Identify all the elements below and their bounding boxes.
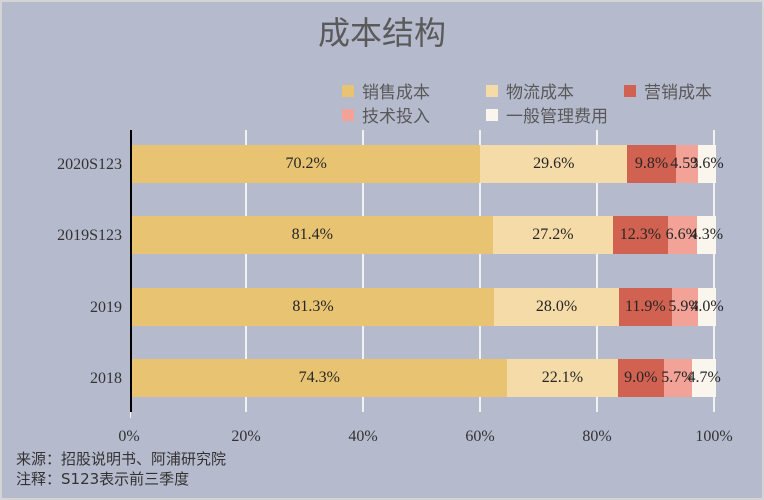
- data-label: 4.3%: [689, 226, 724, 243]
- x-tick-label: 40%: [348, 428, 378, 445]
- legend-swatch: [486, 108, 498, 121]
- legend-item-logistics: 物流成本: [486, 78, 574, 103]
- data-label: 4.5%: [670, 155, 704, 172]
- legend-swatch: [486, 84, 498, 97]
- bar-segment: 11.9%: [618, 288, 672, 326]
- data-label: 5.9%: [668, 298, 702, 315]
- bar-segment: 81.4%: [132, 216, 493, 254]
- data-label: 6.6%: [665, 226, 699, 243]
- gridline-80: [596, 130, 598, 412]
- data-label: 4.7%: [687, 369, 721, 386]
- x-tick: [130, 412, 131, 418]
- bar-segment: 6.6%: [665, 216, 699, 254]
- bar-segment: 3.6%: [690, 145, 724, 183]
- bar-segment: 4.7%: [687, 359, 721, 397]
- x-tick-label: 20%: [231, 428, 261, 445]
- data-label: 5.7%: [661, 369, 695, 386]
- bar-row: 74.3% 22.1% 9.0% 5.7% 4.7%: [132, 359, 721, 397]
- data-label: 74.3%: [298, 369, 341, 386]
- bar-segment: 4.3%: [690, 216, 723, 254]
- bar-segment: 70.2%: [132, 145, 481, 183]
- data-label: 9.8%: [634, 155, 669, 172]
- y-axis-line: [130, 130, 132, 412]
- bar-segment: 29.6%: [480, 145, 628, 183]
- bar-segment: 27.2%: [492, 216, 614, 254]
- legend-swatch: [342, 108, 354, 121]
- source-note: 来源：招股说明书、阿浦研究院: [16, 450, 227, 468]
- legend-swatch: [624, 84, 636, 97]
- data-label: 81.4%: [291, 226, 333, 243]
- data-label: 27.2%: [532, 226, 574, 243]
- chart-title: 成本结构: [317, 14, 446, 52]
- bar-segment: 12.3%: [613, 216, 668, 254]
- bar-segment: 4.0%: [690, 288, 724, 326]
- data-label: 22.1%: [541, 369, 584, 386]
- data-label: 3.6%: [690, 155, 724, 172]
- y-label: 2019: [90, 299, 122, 316]
- bar-segment: 74.3%: [132, 359, 507, 397]
- bar-segment: 5.7%: [661, 359, 695, 397]
- x-tick-label: 100%: [695, 428, 733, 445]
- data-label: 28.0%: [535, 298, 578, 315]
- bar-segment: 28.0%: [494, 288, 619, 326]
- legend-item-admin: 一般管理费用: [486, 102, 608, 127]
- x-tick-label: 60%: [465, 428, 495, 445]
- bar-segment: 9.0%: [618, 359, 664, 397]
- x-tick-label: 0%: [118, 428, 140, 445]
- bar-segment: 22.1%: [506, 359, 619, 397]
- x-tick-label: 80%: [582, 428, 612, 445]
- y-label: 2018: [90, 370, 122, 387]
- bar-row: 81.4% 27.2% 12.3% 6.6% 4.3%: [132, 216, 723, 254]
- bar-segment: 4.5%: [670, 145, 704, 183]
- data-label: 12.3%: [619, 226, 662, 243]
- data-label: 11.9%: [625, 298, 666, 315]
- bar-segment: 81.3%: [132, 288, 495, 326]
- bar-row: 70.2% 29.6% 9.8% 4.5% 3.6%: [132, 145, 724, 183]
- legend-item-sales: 销售成本: [342, 78, 430, 103]
- data-label: 9.0%: [624, 369, 658, 386]
- annotation-note: 注释：S123表示前三季度: [16, 470, 190, 488]
- legend-item-tech: 技术投入: [342, 102, 430, 127]
- bar-segment: 5.9%: [668, 288, 702, 326]
- bar-row: 81.3% 28.0% 11.9% 5.9% 4.0%: [132, 288, 724, 326]
- data-label: 81.3%: [292, 298, 334, 315]
- legend-item-marketing: 营销成本: [624, 78, 712, 103]
- data-label: 29.6%: [533, 155, 575, 172]
- y-label: 2019S123: [57, 227, 122, 244]
- data-label: 70.2%: [285, 155, 327, 172]
- gridline-40: [362, 130, 364, 412]
- data-label: 4.0%: [690, 298, 724, 315]
- gridline-60: [479, 130, 481, 412]
- bar-segment: 9.8%: [627, 145, 676, 183]
- gridline-20: [245, 130, 247, 412]
- gridline-100: [713, 130, 715, 412]
- y-label: 2020S123: [57, 156, 122, 173]
- legend-swatch: [342, 84, 354, 97]
